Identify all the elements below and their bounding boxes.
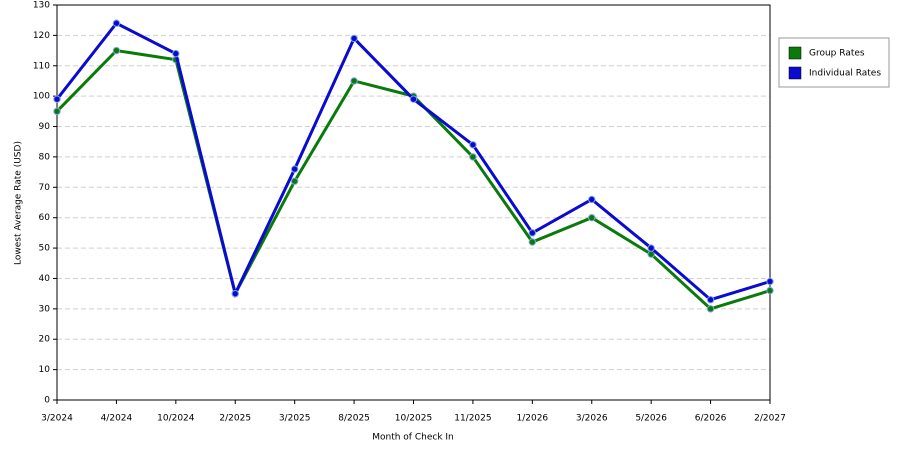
y-tick-label: 0 (44, 396, 50, 406)
data-point (469, 153, 477, 161)
data-point (588, 195, 596, 204)
data-point (647, 244, 655, 252)
y-axis-label: Lowest Average Rate (USD) (14, 141, 24, 265)
x-tick-label: 6/2026 (695, 414, 727, 424)
x-tick-label: 8/2025 (338, 414, 370, 424)
y-tick-label: 70 (39, 183, 51, 193)
x-tick-label: 5/2026 (635, 414, 667, 424)
x-axis-label: Month of Check In (372, 433, 454, 443)
data-point (706, 296, 715, 304)
data-point (290, 165, 299, 173)
y-tick-label: 60 (39, 213, 51, 223)
data-point (766, 286, 774, 295)
y-tick-label: 110 (33, 61, 50, 71)
x-tick-label: 2/2027 (754, 414, 786, 424)
legend-swatch (788, 46, 802, 60)
x-tick-label: 1/2026 (516, 414, 548, 424)
data-point (350, 34, 358, 43)
y-tick-label: 130 (33, 1, 50, 11)
x-tick-label: 4/2024 (101, 414, 133, 424)
data-point (350, 77, 358, 85)
y-tick-label: 120 (33, 31, 50, 41)
y-tick-label: 20 (39, 335, 51, 345)
data-point (528, 238, 537, 246)
data-point (409, 95, 418, 103)
data-point (469, 141, 477, 149)
x-tick-label: 2/2025 (219, 414, 251, 424)
data-point (766, 277, 774, 286)
legend-label: Individual Rates (809, 69, 881, 79)
plot-frame (56, 4, 771, 401)
y-tick-label: 10 (39, 365, 51, 375)
data-point (112, 19, 121, 27)
y-tick-label: 80 (39, 152, 51, 162)
legend-box (778, 37, 890, 88)
y-tick-label: 100 (33, 92, 50, 102)
y-tick-label: 30 (39, 304, 51, 314)
data-point (53, 107, 61, 116)
x-tick-label: 10/2024 (157, 414, 195, 424)
series-line (55, 48, 771, 311)
data-point (231, 289, 239, 298)
data-point (706, 305, 715, 313)
x-tick-label: 11/2025 (454, 414, 491, 424)
series-line (55, 21, 771, 302)
x-tick-label: 10/2025 (395, 414, 432, 424)
legend-label: Group Rates (809, 49, 865, 59)
data-point (528, 229, 537, 237)
y-tick-label: 90 (39, 122, 51, 132)
data-point (53, 95, 61, 103)
y-tick-label: 40 (39, 274, 51, 284)
data-point (290, 177, 299, 185)
x-tick-label: 3/2024 (41, 414, 73, 424)
y-tick-label: 50 (39, 244, 51, 254)
x-tick-label: 3/2025 (279, 414, 311, 424)
legend-swatch (788, 66, 802, 80)
data-point (588, 213, 596, 222)
data-point (112, 46, 121, 55)
data-point (172, 49, 180, 58)
x-tick-label: 3/2026 (576, 414, 608, 424)
